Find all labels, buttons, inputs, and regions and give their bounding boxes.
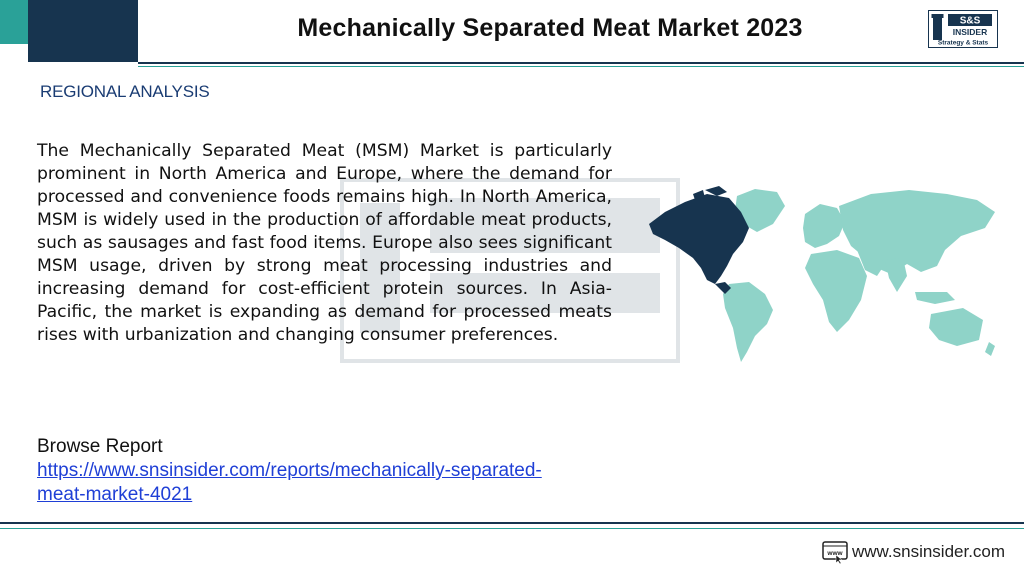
map-highlight-north-america	[649, 186, 749, 294]
south-america-shape	[723, 282, 773, 362]
map-land	[723, 189, 995, 362]
new-zealand-shape	[985, 342, 995, 356]
www-icon: www	[822, 541, 848, 564]
header-divider-accent	[138, 66, 1024, 67]
logo-top-text: S&S	[960, 16, 981, 27]
footer-site-text[interactable]: www.snsinsider.com	[852, 542, 1006, 561]
www-icon-text: www	[826, 550, 843, 557]
middle-east-shape	[857, 250, 885, 276]
australia-shape	[929, 308, 983, 346]
indonesia-shape	[915, 292, 955, 304]
section-label: REGIONAL ANALYSIS	[40, 82, 210, 101]
africa-shape	[805, 250, 867, 332]
footer-divider-accent	[0, 528, 1024, 529]
asia-shape	[839, 190, 995, 274]
body-paragraph: The Mechanically Separated Meat (MSM) Ma…	[37, 141, 612, 345]
header-divider	[138, 62, 1024, 64]
india-shape	[885, 258, 907, 292]
corner-accent-navy	[28, 0, 138, 62]
footer-divider	[0, 522, 1024, 524]
chess-rook-icon	[933, 16, 942, 40]
watermark-logo	[340, 178, 680, 363]
logo-bottom-text: Strategy & Stats	[938, 40, 989, 47]
greenland-shape	[735, 189, 785, 232]
sns-insider-logo: S&S INSIDER Strategy & Stats	[928, 10, 998, 48]
logo-mid-text: INSIDER	[953, 27, 987, 37]
europe-shape	[803, 204, 845, 248]
browse-report-label: Browse Report	[37, 436, 163, 457]
page-title: Mechanically Separated Meat Market 2023	[297, 14, 803, 42]
report-link[interactable]: https://www.snsinsider.com/reports/mecha…	[37, 460, 542, 505]
cursor-icon	[835, 554, 843, 564]
footer-site: www www.snsinsider.com	[822, 540, 1005, 564]
world-map	[649, 186, 995, 362]
